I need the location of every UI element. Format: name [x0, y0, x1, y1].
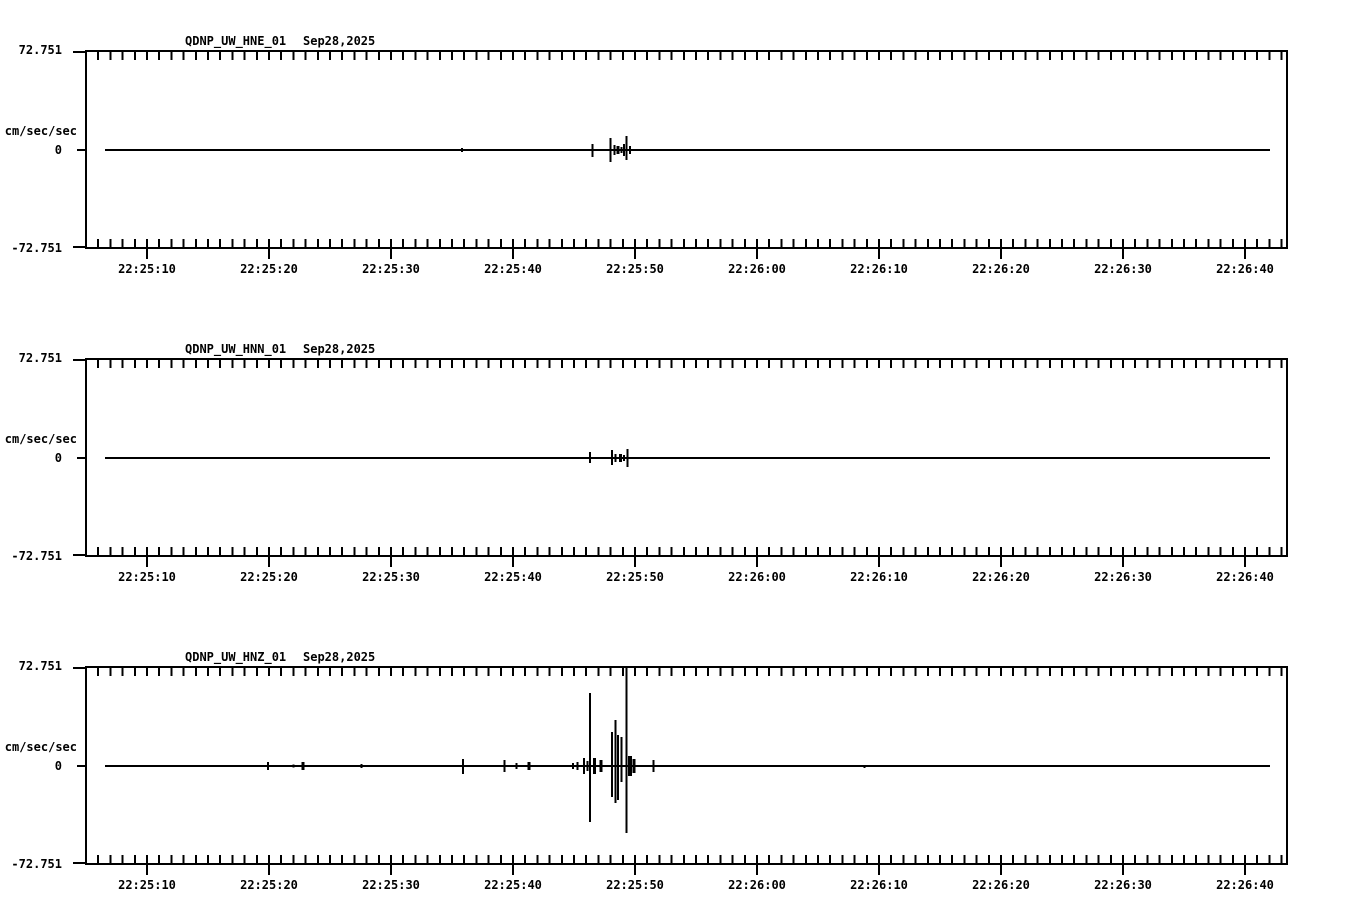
x-tick-label: 22:26:40: [1216, 570, 1274, 584]
channel-name: QDNP_UW_HNZ_01: [185, 650, 287, 664]
y-tick-max: 72.751: [18, 43, 62, 57]
date-label: Sep28,2025: [303, 342, 376, 356]
y-axis-units: cm/sec/sec: [4, 432, 77, 446]
x-tick-label: 22:25:50: [606, 878, 664, 892]
x-tick-label: 22:26:30: [1094, 262, 1152, 276]
x-tick-label: 22:25:40: [484, 570, 542, 584]
x-tick-label: 22:26:20: [972, 262, 1030, 276]
date-label: Sep28,2025: [303, 650, 376, 664]
x-tick-label: 22:25:30: [362, 262, 420, 276]
x-tick-label: 22:26:00: [728, 878, 786, 892]
y-tick-max: 72.751: [18, 659, 62, 673]
x-tick-label: 22:25:10: [118, 878, 176, 892]
date-label: Sep28,2025: [303, 34, 376, 48]
x-tick-label: 22:25:20: [240, 570, 298, 584]
y-tick-min: -72.751: [11, 549, 62, 563]
x-tick-label: 22:25:40: [484, 878, 542, 892]
x-tick-label: 22:26:20: [972, 570, 1030, 584]
y-axis-units: cm/sec/sec: [4, 124, 77, 138]
x-tick-label: 22:26:30: [1094, 570, 1152, 584]
y-tick-zero: 0: [54, 143, 62, 157]
x-tick-label: 22:26:00: [728, 570, 786, 584]
y-tick-min: -72.751: [11, 241, 62, 255]
x-tick-label: 22:25:10: [118, 570, 176, 584]
x-tick-label: 22:26:40: [1216, 878, 1274, 892]
x-tick-label: 22:26:10: [850, 878, 908, 892]
x-tick-label: 22:25:30: [362, 878, 420, 892]
x-tick-label: 22:25:10: [118, 262, 176, 276]
x-tick-label: 22:26:20: [972, 878, 1030, 892]
y-tick-max: 72.751: [18, 351, 62, 365]
x-tick-label: 22:26:40: [1216, 262, 1274, 276]
plot-border: [85, 50, 1288, 249]
x-tick-label: 22:26:30: [1094, 878, 1152, 892]
x-tick-label: 22:25:40: [484, 262, 542, 276]
x-tick-label: 22:25:30: [362, 570, 420, 584]
channel-name: QDNP_UW_HNN_01: [185, 342, 287, 356]
x-tick-label: 22:25:50: [606, 570, 664, 584]
x-tick-label: 22:26:10: [850, 262, 908, 276]
x-tick-label: 22:26:00: [728, 262, 786, 276]
plot-border: [85, 666, 1288, 865]
y-tick-zero: 0: [54, 759, 62, 773]
y-tick-min: -72.751: [11, 857, 62, 871]
channel-name: QDNP_UW_HNE_01: [185, 34, 287, 48]
plot-border: [85, 358, 1288, 557]
x-tick-label: 22:25:20: [240, 878, 298, 892]
y-axis-units: cm/sec/sec: [4, 740, 77, 754]
y-tick-zero: 0: [54, 451, 62, 465]
x-tick-label: 22:26:10: [850, 570, 908, 584]
x-tick-label: 22:25:50: [606, 262, 664, 276]
x-tick-label: 22:25:20: [240, 262, 298, 276]
